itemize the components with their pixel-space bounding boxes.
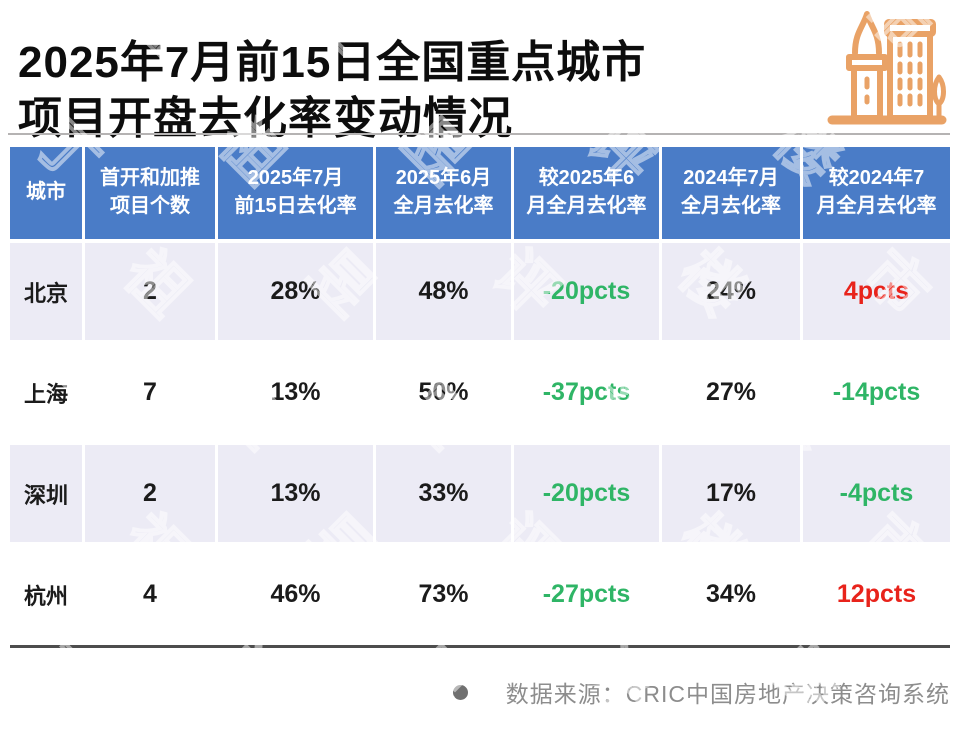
title-line-2: 项目开盘去化率变动情况 [18, 93, 513, 143]
column-header-vs-jun: 较2025年6 月全月去化率 [514, 147, 659, 239]
cell-row0-city: 北京 [10, 243, 82, 340]
title-line-1: 2025年7月前15日全国重点城市 [18, 38, 647, 88]
buildings-icon [827, 11, 947, 125]
column-header-jul2024-rate: 2024年7月 全月去化率 [662, 147, 800, 239]
cell-row1-city: 上海 [10, 344, 82, 441]
column-header-city: 城市 [10, 147, 82, 239]
cell-row0-rate-jul15: 28% [218, 243, 373, 340]
data-source-text: 数据来源：CRIC中国房地产决策咨询系统 [505, 681, 950, 707]
cell-row0-rate-jun: 48% [376, 243, 511, 340]
header-label: 较2025年6 [538, 167, 635, 190]
cell-row2-vs-jul2024: -4pcts [803, 445, 950, 542]
data-table: 城市 首开和加推 项目个数 2025年7月 前15日去化率 2025年6月 全月… [10, 147, 950, 643]
cell-row1-rate-jul2024: 27% [662, 344, 800, 441]
header-label: 2024年7月 [683, 167, 779, 190]
page-title: 2025年7月前15日全国重点城市 项目开盘去化率变动情况 [18, 35, 818, 146]
cell-row3-rate-jun: 73% [376, 546, 511, 643]
header-label: 2025年6月 [395, 167, 492, 190]
cell-row3-rate-jul2024: 34% [662, 546, 800, 643]
header-label: 全月去化率 [393, 195, 494, 217]
cell-row3-city: 杭州 [10, 546, 82, 643]
cell-row2-city: 深圳 [10, 445, 82, 542]
table-bottom-divider [10, 645, 950, 648]
cell-row2-vs-jun: -20pcts [514, 445, 659, 542]
header-label: 前15日去化率 [234, 195, 357, 217]
cell-row1-vs-jul2024: -14pcts [803, 344, 950, 441]
title-divider [8, 133, 950, 135]
cell-row1-vs-jun: -37pcts [514, 344, 659, 441]
header-label: 2025年7月 [247, 167, 344, 190]
column-header-jun-rate: 2025年6月 全月去化率 [376, 147, 511, 239]
header-label: 较2024年7 [828, 167, 925, 190]
cell-row3-projects: 4 [85, 546, 215, 643]
cell-row0-projects: 2 [85, 243, 215, 340]
cell-row0-vs-jul2024: 4pcts [803, 243, 950, 340]
cell-row3-vs-jun: -27pcts [514, 546, 659, 643]
cell-row0-rate-jul2024: 24% [662, 243, 800, 340]
cell-row1-rate-jun: 50% [376, 344, 511, 441]
cell-row0-vs-jun: -20pcts [514, 243, 659, 340]
cell-row2-rate-jun: 33% [376, 445, 511, 542]
cell-row2-rate-jul2024: 17% [662, 445, 800, 542]
data-source-footer: 数据来源：CRIC中国房地产决策咨询系统 [452, 676, 950, 708]
column-header-projects: 首开和加推 项目个数 [85, 147, 215, 239]
header-label: 月全月去化率 [816, 195, 937, 217]
cell-row3-rate-jul15: 46% [218, 546, 373, 643]
column-header-jul15-rate: 2025年7月 前15日去化率 [218, 147, 373, 239]
cell-row2-rate-jul15: 13% [218, 445, 373, 542]
cell-row3-vs-jul2024: 12pcts [803, 546, 950, 643]
header-label: 首开和加推 [100, 167, 200, 190]
header-label: 城市 [26, 181, 66, 204]
column-header-vs-jul2024: 较2024年7 月全月去化率 [803, 147, 950, 239]
cell-row1-rate-jul15: 13% [218, 344, 373, 441]
header-label: 全月去化率 [681, 195, 781, 217]
header-label: 月全月去化率 [526, 195, 647, 217]
cell-row2-projects: 2 [85, 445, 215, 542]
bullet-icon [452, 684, 468, 700]
cell-row1-projects: 7 [85, 344, 215, 441]
header-label: 项目个数 [110, 195, 190, 217]
